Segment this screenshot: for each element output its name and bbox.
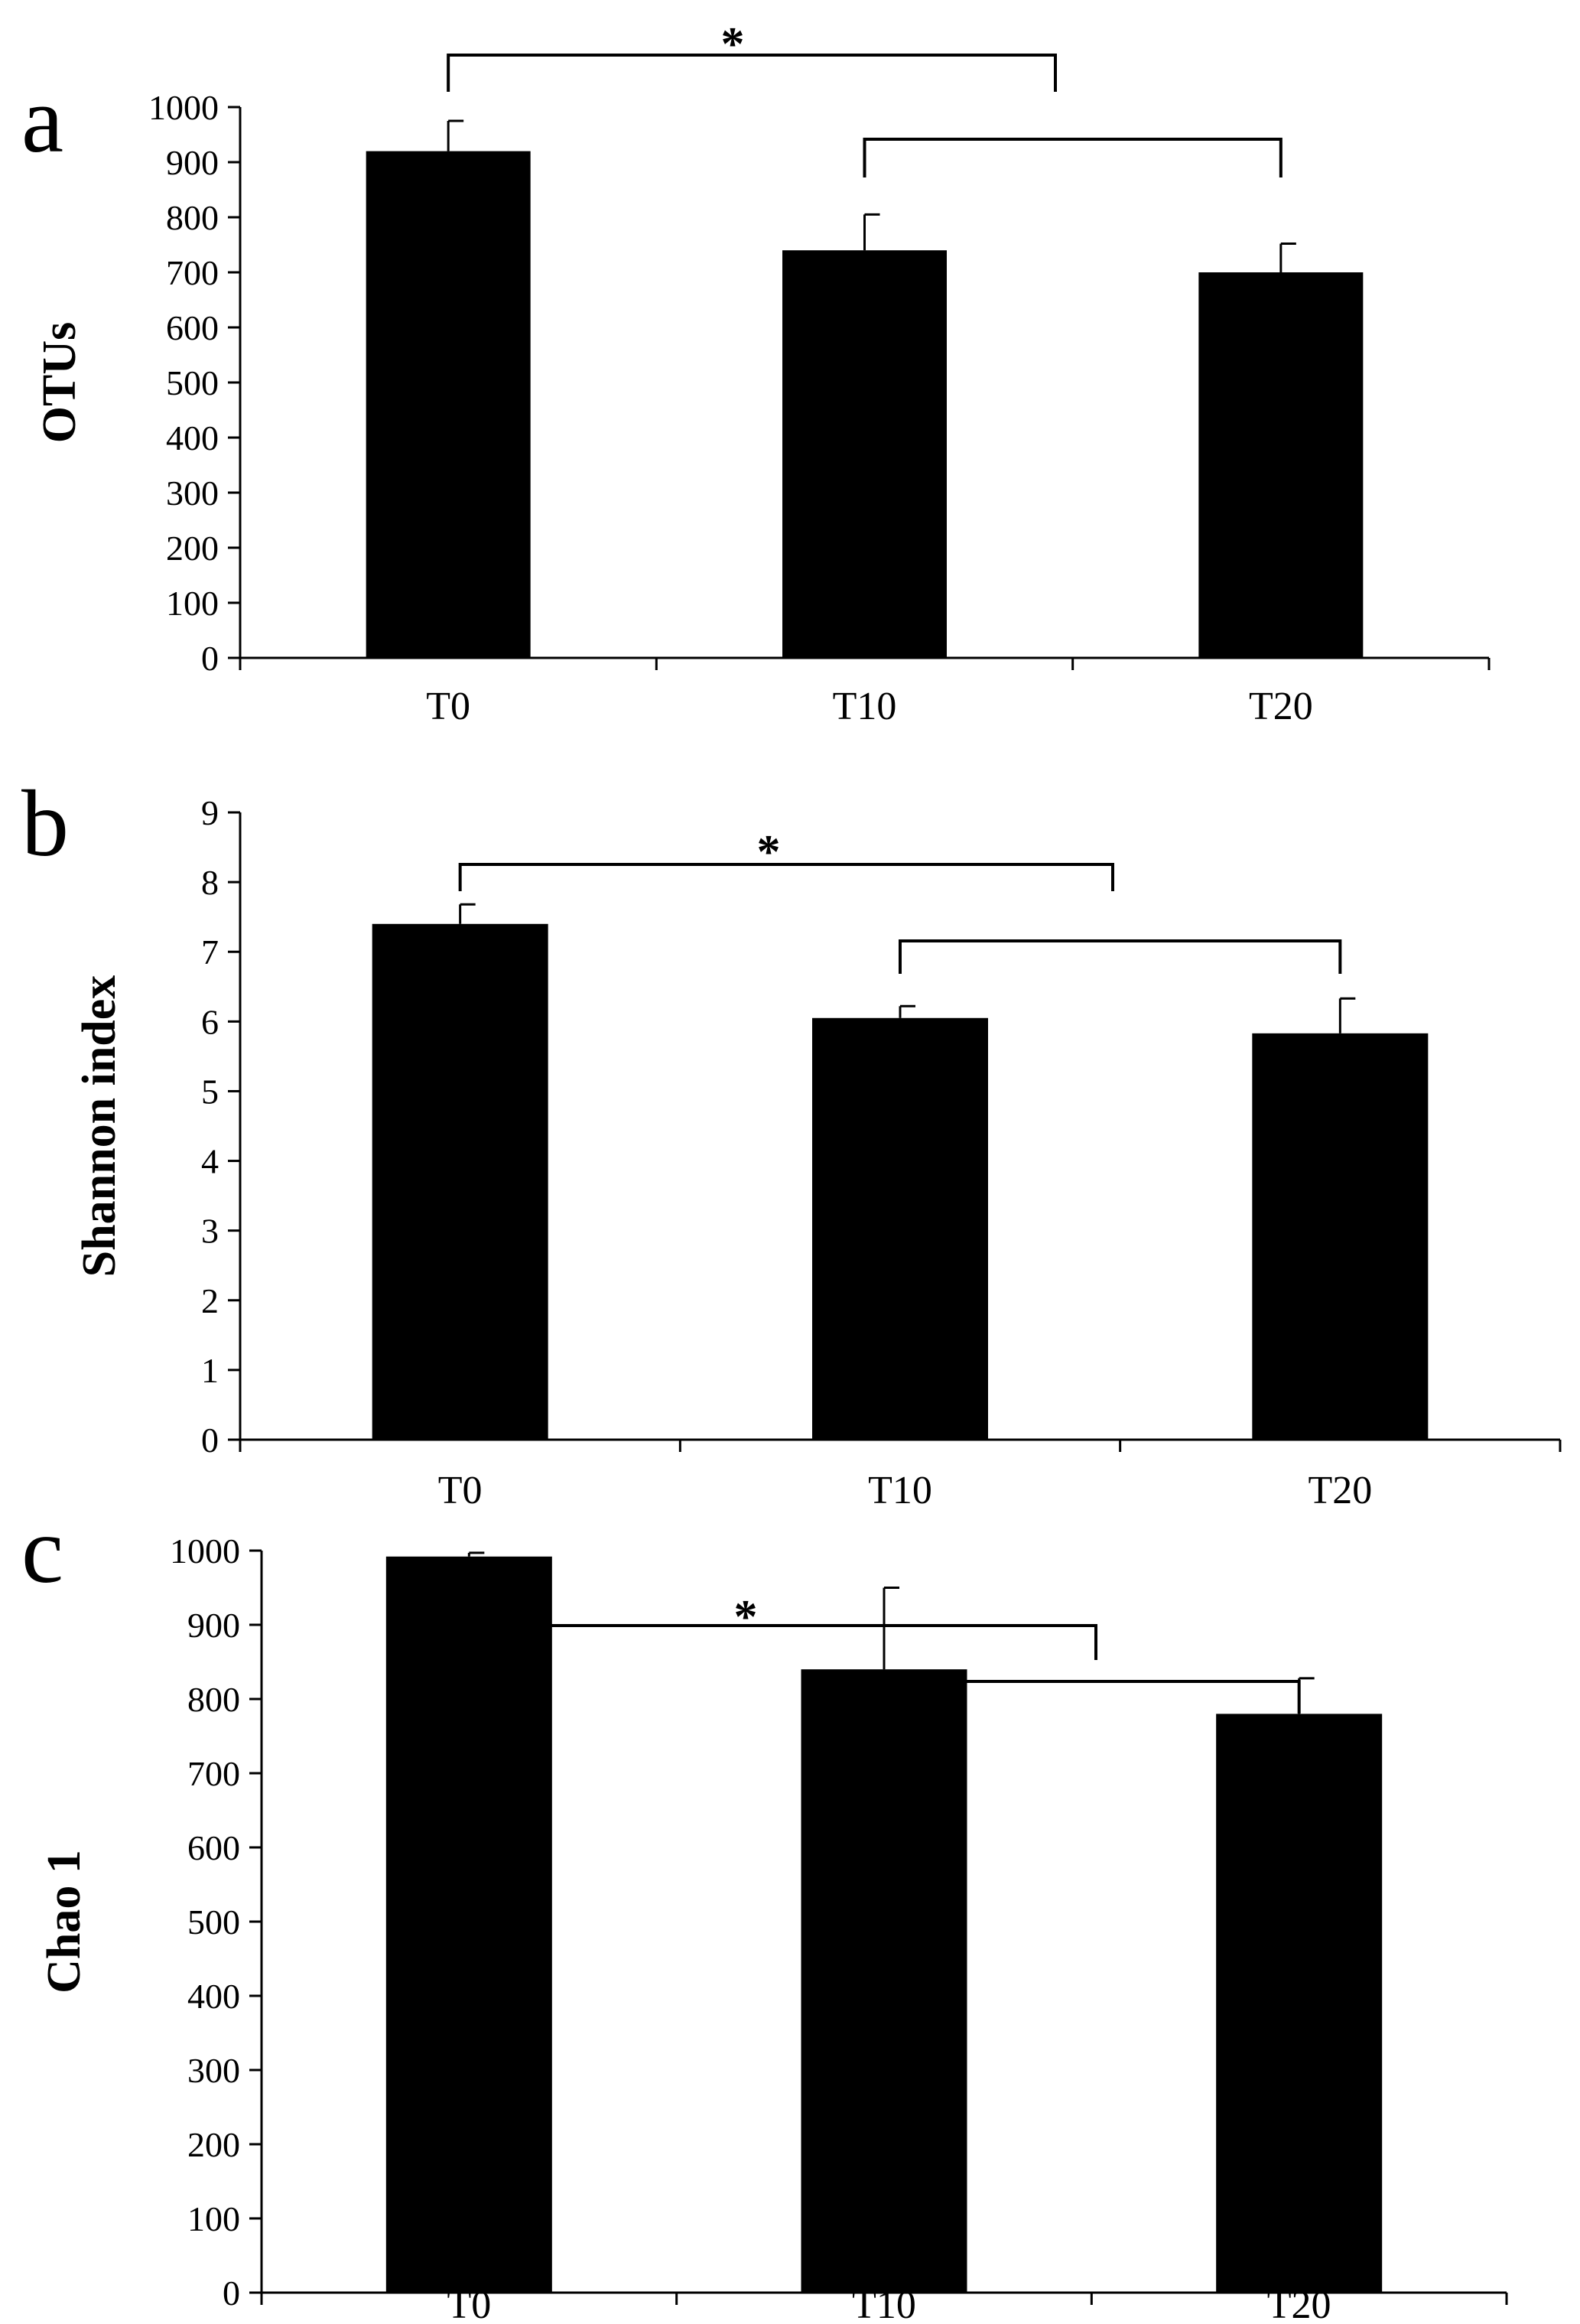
y-tick-label: 0 <box>201 639 219 678</box>
y-tick-label: 800 <box>187 1680 240 1719</box>
bar-T0 <box>385 1556 552 2293</box>
y-tick-label: 100 <box>187 2199 240 2238</box>
y-tick-label: 900 <box>166 143 219 182</box>
y-tick-label: 100 <box>166 584 219 623</box>
y-tick-label: 0 <box>223 2274 240 2313</box>
y-tick-label: 500 <box>166 363 219 402</box>
significance-bracket <box>883 1680 1301 1714</box>
y-tick-label: 200 <box>187 2125 240 2164</box>
significance-bracket <box>863 138 1283 177</box>
category-label-T10: T10 <box>833 685 897 728</box>
y-tick-label: 4 <box>201 1142 219 1181</box>
bar-T0 <box>372 923 548 1440</box>
panel-b: b 0 1 2 3 4 5 6 7 8 9 Shannon index T0 T10 T20 * <box>21 771 1562 1512</box>
significance-star: * <box>757 826 781 878</box>
category-label-T0: T0 <box>426 685 470 728</box>
y-tick-label: 5 <box>201 1072 219 1111</box>
y-tick-label: 400 <box>166 418 219 457</box>
y-tick-label: 0 <box>201 1421 219 1460</box>
y-tick-label: 7 <box>201 933 219 972</box>
bar-T10 <box>782 250 947 658</box>
y-axis-title: OTUs <box>34 322 86 443</box>
y-tick-label: 6 <box>201 1002 219 1041</box>
category-label-T20: T20 <box>1267 2283 1331 2324</box>
y-tick-label: 900 <box>187 1606 240 1645</box>
y-tick-label: 800 <box>166 198 219 237</box>
y-tick-label: 1 <box>201 1351 219 1390</box>
significance-star: * <box>721 18 745 70</box>
y-tick-label: 600 <box>187 1828 240 1867</box>
y-axis-title: Shannon index <box>73 975 125 1278</box>
panel-letter: a <box>21 67 63 172</box>
category-label-T0: T0 <box>438 1469 483 1512</box>
bar-T20 <box>1216 1714 1383 2293</box>
significance-bracket <box>899 939 1342 974</box>
bar-T10 <box>801 1669 967 2293</box>
y-tick-label: 2 <box>201 1281 219 1320</box>
category-label-T20: T20 <box>1308 1469 1372 1512</box>
y-tick-label: 3 <box>201 1212 219 1251</box>
bar-T20 <box>1198 272 1364 658</box>
panel-a: a 0 100 200 300 400 500 600 700 800 900 1000 OTUs T0 T… <box>21 18 1491 728</box>
y-tick-label: 400 <box>187 1977 240 2016</box>
y-tick-label: 1000 <box>148 88 219 127</box>
panel-letter: b <box>21 771 69 876</box>
y-tick-label: 200 <box>166 529 219 568</box>
category-label-T10: T10 <box>868 1469 932 1512</box>
y-axis-title: Chao 1 <box>38 1850 90 1994</box>
category-label-T20: T20 <box>1249 685 1313 728</box>
y-tick-label: 700 <box>187 1754 240 1793</box>
bar-T20 <box>1252 1033 1429 1440</box>
bar-T0 <box>366 151 531 659</box>
y-tick-label: 300 <box>187 2051 240 2090</box>
y-tick-label: 9 <box>201 793 219 832</box>
panel-letter: c <box>21 1498 63 1603</box>
y-tick-label: 500 <box>187 1902 240 1942</box>
category-label-T0: T0 <box>447 2283 491 2324</box>
significance-star: * <box>734 1591 758 1643</box>
category-label-T10: T10 <box>852 2283 916 2324</box>
bar-T10 <box>812 1017 988 1440</box>
panel-c: c 0 100 200 300 400 500 600 700 800 900 1000 Chao 1 T… <box>21 1498 1508 2324</box>
y-tick-label: 700 <box>166 253 219 292</box>
significance-bracket <box>447 54 1057 92</box>
significance-bracket <box>458 863 1114 891</box>
y-tick-label: 300 <box>166 474 219 513</box>
y-tick-label: 600 <box>166 308 219 347</box>
significance-bracket <box>467 1624 1097 1660</box>
y-tick-label: 8 <box>201 863 219 902</box>
y-tick-label: 1000 <box>170 1531 240 1570</box>
